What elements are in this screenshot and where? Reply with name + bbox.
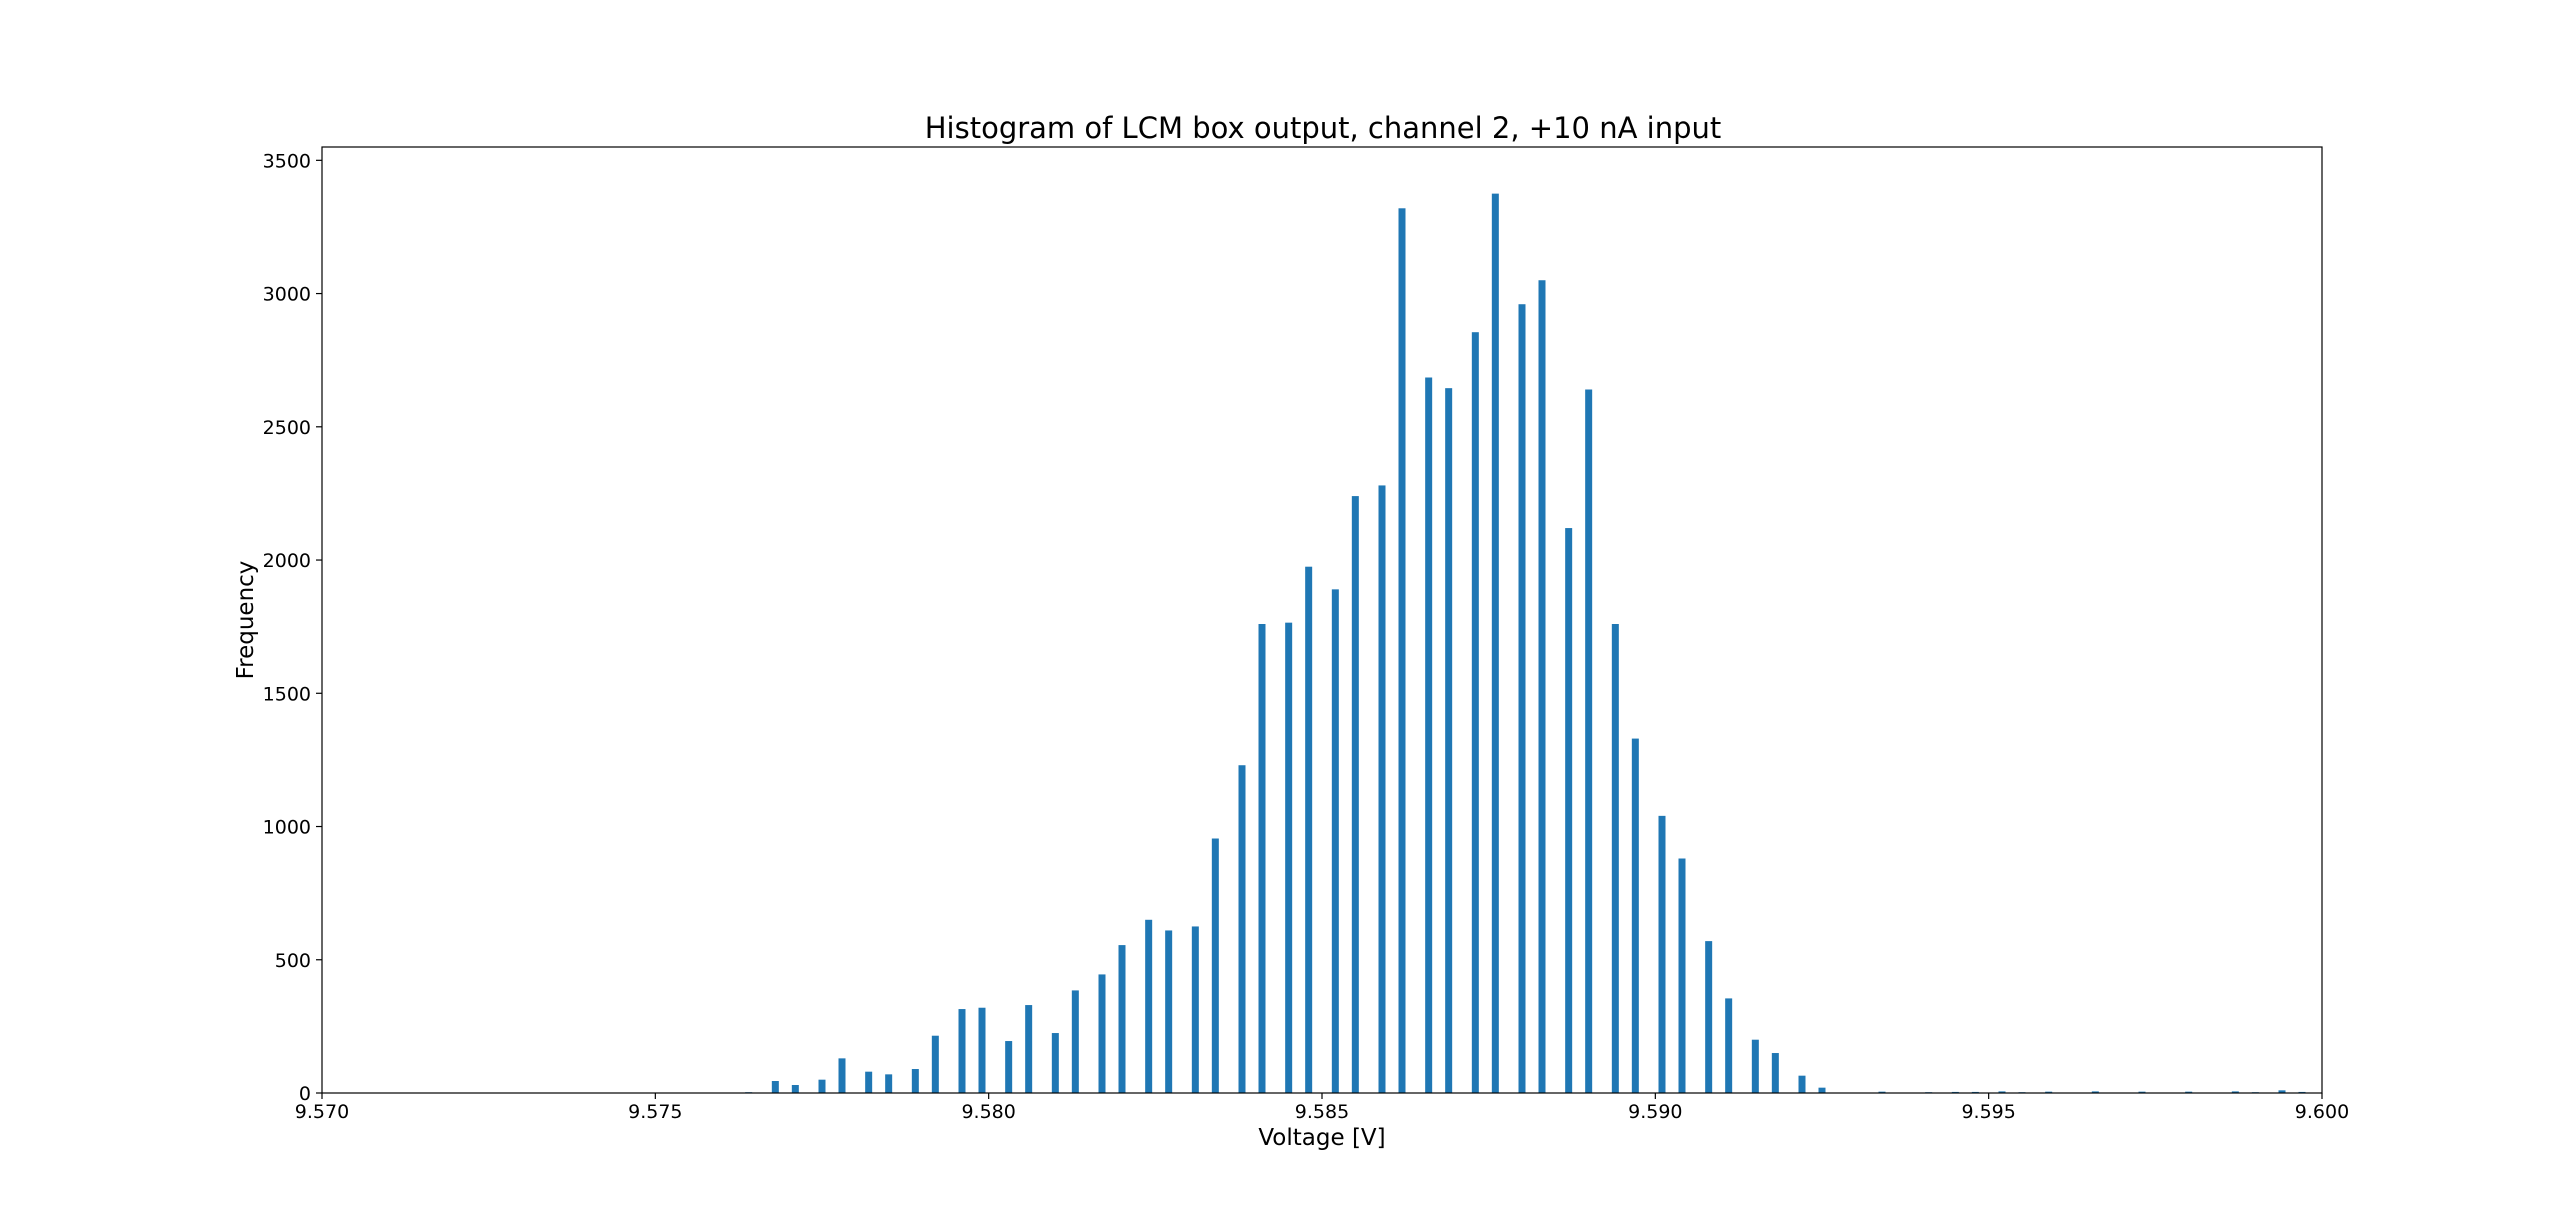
y-tick-label: 0: [299, 1083, 311, 1105]
histogram-bar: [2231, 1091, 2239, 1093]
y-tick-label: 500: [275, 950, 311, 972]
histogram-bar: [885, 1074, 893, 1093]
histogram-bar: [1998, 1091, 2006, 1093]
histogram-bar: [1331, 589, 1339, 1093]
histogram-bar: [1751, 1039, 1759, 1093]
histogram-bar: [2278, 1090, 2286, 1093]
histogram-bar: [1425, 377, 1433, 1093]
x-tick-label: 9.595: [1961, 1101, 2015, 1123]
x-tick-label: 9.600: [2295, 1101, 2349, 1123]
histogram-bar: [1818, 1087, 1826, 1093]
x-tick-label: 9.575: [628, 1101, 682, 1123]
histogram-bar: [1191, 926, 1199, 1093]
histogram-bar: [1878, 1091, 1886, 1093]
histogram-bar: [1165, 930, 1173, 1093]
histogram-bar: [1658, 815, 1666, 1093]
x-tick-label: 9.585: [1295, 1101, 1349, 1123]
histogram-bar: [1005, 1041, 1013, 1093]
histogram-bar: [1491, 193, 1499, 1093]
histogram-bar: [791, 1085, 799, 1093]
histogram-bar: [1611, 624, 1619, 1093]
x-tick-label: 9.580: [961, 1101, 1015, 1123]
x-tick-label: 9.570: [295, 1101, 349, 1123]
y-tick-label: 1000: [263, 817, 311, 839]
histogram-bar: [1118, 945, 1126, 1093]
histogram-bar: [1211, 838, 1219, 1093]
histogram-bar: [1098, 974, 1106, 1093]
histogram-bar: [838, 1058, 846, 1093]
histogram-bar: [865, 1071, 873, 1093]
histogram-bar: [2138, 1091, 2146, 1093]
bars-group: [745, 193, 2306, 1094]
histogram-bar: [1538, 280, 1546, 1093]
histogram-bar: [1238, 765, 1246, 1093]
histogram-bar: [1631, 738, 1639, 1093]
histogram-bar: [1025, 1005, 1033, 1093]
histogram-bar: [1585, 389, 1593, 1093]
histogram-bar: [1518, 304, 1526, 1094]
y-tick-label: 2000: [263, 550, 311, 572]
histogram-bar: [911, 1069, 919, 1093]
y-tick-label: 1500: [263, 683, 311, 705]
histogram-bar: [931, 1035, 939, 1093]
x-axis-label: Voltage [V]: [1258, 1125, 1385, 1151]
x-tick-label: 9.590: [1628, 1101, 1682, 1123]
histogram-bar: [1771, 1053, 1779, 1093]
histogram-bar: [1798, 1075, 1806, 1093]
x-axis-ticks: 9.570 9.575 9.580 9.585 9.590 9.595 9.600: [295, 1093, 2349, 1123]
histogram-bar: [1445, 388, 1453, 1093]
histogram-bar: [2185, 1091, 2193, 1093]
histogram-bar: [771, 1081, 779, 1093]
histogram-bar: [1285, 622, 1293, 1093]
histogram-bar: [1351, 496, 1359, 1094]
histogram-bar: [1145, 919, 1153, 1093]
y-axis-label: Frequency: [233, 561, 259, 680]
histogram-bar: [1565, 528, 1573, 1093]
histogram-bar: [2091, 1091, 2099, 1093]
y-tick-label: 3000: [263, 284, 311, 306]
histogram-bar: [1471, 332, 1479, 1093]
histogram-bar: [1051, 1033, 1059, 1093]
histogram-bar: [1705, 941, 1713, 1093]
histogram-bar: [818, 1079, 826, 1093]
histogram-bar: [1398, 208, 1406, 1094]
histogram-bar: [1305, 566, 1313, 1093]
y-axis-ticks: 0 500 1000 1500 2000 2500 3000 3500: [263, 150, 322, 1105]
y-tick-label: 3500: [263, 150, 311, 172]
histogram-bar: [1725, 998, 1733, 1093]
chart-title: Histogram of LCM box output, channel 2, …: [925, 111, 1722, 145]
histogram-bar: [978, 1007, 986, 1093]
histogram-bar: [2045, 1091, 2053, 1093]
histogram-bar: [958, 1009, 966, 1093]
histogram-bar: [1378, 485, 1386, 1093]
y-tick-label: 2500: [263, 417, 311, 439]
histogram-bar: [1258, 624, 1266, 1093]
histogram-bar: [1678, 858, 1686, 1093]
histogram-bar: [1071, 990, 1079, 1093]
